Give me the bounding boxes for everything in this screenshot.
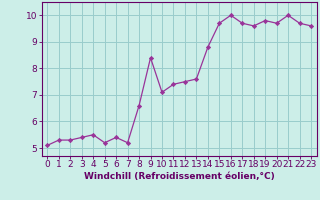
X-axis label: Windchill (Refroidissement éolien,°C): Windchill (Refroidissement éolien,°C) bbox=[84, 172, 275, 181]
